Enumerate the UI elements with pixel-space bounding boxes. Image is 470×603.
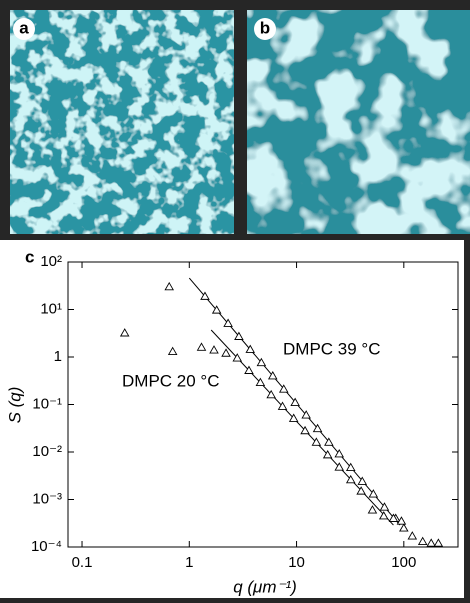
marker <box>357 476 368 485</box>
marker <box>301 410 311 419</box>
marker <box>379 502 390 511</box>
y-tick-label: 10² <box>40 253 62 270</box>
marker <box>334 462 345 471</box>
marker <box>368 489 379 498</box>
marker <box>164 281 174 291</box>
marker <box>345 462 356 472</box>
marker <box>290 397 300 406</box>
panel-label: c <box>25 247 34 266</box>
y-tick-label: 10⁻¹ <box>32 395 62 412</box>
marker <box>277 401 288 410</box>
marker <box>288 413 299 422</box>
marker <box>245 344 256 353</box>
marker <box>267 370 278 380</box>
marker <box>278 384 289 393</box>
marker <box>221 348 231 357</box>
marker <box>211 305 222 314</box>
y-tick-label: 1 <box>54 348 62 365</box>
plot-panel <box>0 240 464 598</box>
marker <box>196 342 207 351</box>
marker <box>256 357 267 367</box>
marker <box>209 345 219 354</box>
y-tick-label: 10⁻³ <box>32 490 62 507</box>
marker <box>324 437 334 446</box>
marker <box>356 486 366 495</box>
marker <box>345 474 356 484</box>
marker <box>232 353 243 362</box>
marker <box>119 328 130 337</box>
marker <box>322 449 333 459</box>
panel-badge <box>13 18 35 40</box>
panel-badge <box>254 18 276 40</box>
marker <box>396 516 407 525</box>
marker <box>266 389 276 399</box>
marker <box>388 513 399 522</box>
marker <box>426 538 436 547</box>
x-axis-title: q (μm⁻¹) <box>233 577 297 596</box>
series-label: DMPC 39 °C <box>283 339 380 358</box>
y-axis-title: S (q) <box>5 387 24 424</box>
marker <box>312 423 323 433</box>
panel-label: a <box>19 18 29 37</box>
series-label: DMPC 20 °C <box>122 371 219 390</box>
marker <box>255 377 266 386</box>
marker <box>167 346 178 356</box>
marker <box>378 511 389 520</box>
marker <box>311 437 322 446</box>
marker <box>334 449 345 458</box>
x-tick-label: 0.1 <box>72 554 93 571</box>
marker <box>417 536 428 546</box>
marker <box>234 331 244 340</box>
marker <box>407 531 418 540</box>
marker <box>300 425 310 435</box>
y-tick-label: 10⁻² <box>32 443 62 460</box>
afm-image <box>247 10 470 234</box>
marker <box>399 523 409 532</box>
y-tick-label: 10⁻⁴ <box>31 538 62 555</box>
afm-image <box>10 10 234 234</box>
x-tick-label: 100 <box>391 554 416 571</box>
marker <box>367 505 378 514</box>
marker <box>223 318 233 327</box>
y-tick-label: 10¹ <box>40 300 62 317</box>
marker <box>433 538 444 547</box>
marker <box>244 365 254 374</box>
marker <box>200 291 210 300</box>
x-tick-label: 10 <box>288 554 305 571</box>
panel-label: b <box>260 18 270 37</box>
x-tick-label: 1 <box>185 554 193 571</box>
